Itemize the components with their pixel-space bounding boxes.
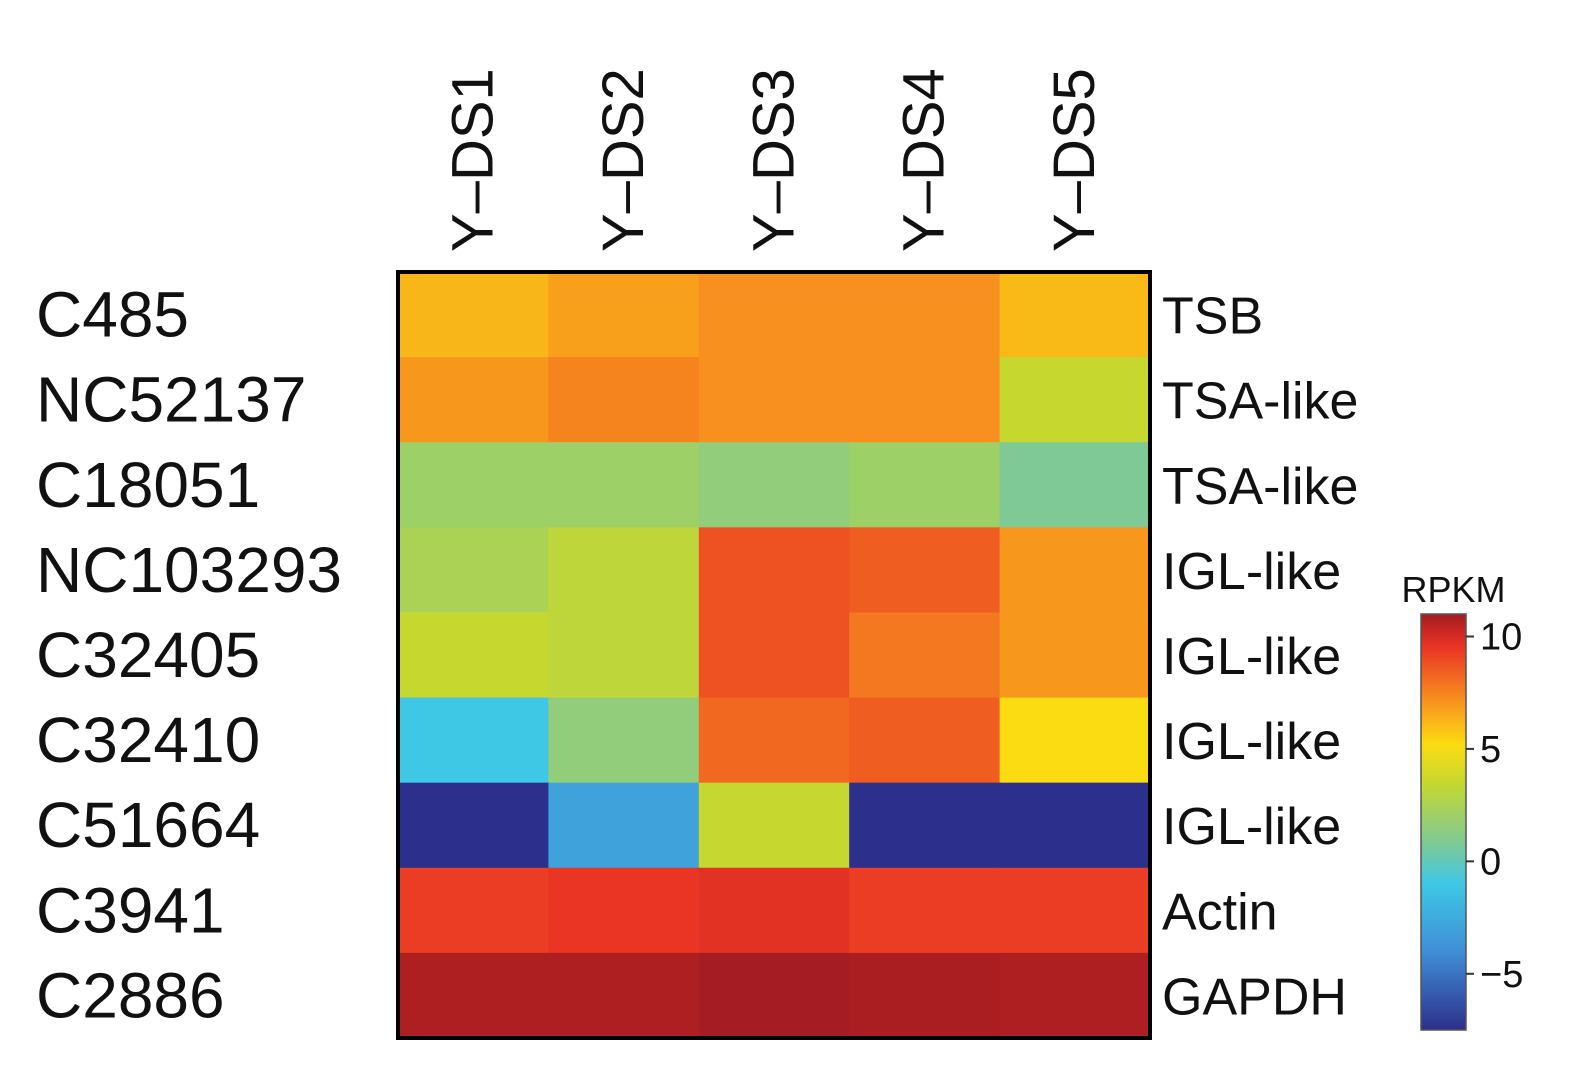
row-label: C32410 [36, 704, 260, 776]
heatmap-cell [849, 782, 1001, 869]
row-annotation: Actin [1162, 883, 1278, 941]
heatmap-cell [849, 527, 1001, 614]
heatmap-cell [849, 357, 1001, 443]
row-label: C32405 [36, 619, 260, 691]
heatmap-cell [398, 782, 549, 869]
heatmap-cell [548, 782, 700, 869]
column-label: Y–DS5 [1042, 68, 1107, 252]
heatmap-cell [999, 612, 1151, 699]
colorbar-border [1420, 613, 1467, 1031]
heatmap-border [396, 270, 1152, 1040]
heatmap-cell [698, 272, 850, 358]
row-annotation: IGL-like [1162, 713, 1341, 771]
heatmap-cell [398, 612, 549, 699]
heatmap-cell [849, 867, 1001, 954]
heatmap-cell [849, 697, 1001, 784]
colorbar-tick-label: 10 [1480, 616, 1522, 658]
heatmap-cell [548, 952, 700, 1039]
heatmap-cell [999, 272, 1151, 358]
heatmap-cell [548, 612, 700, 699]
heatmap-cell [398, 357, 549, 443]
heatmap-cell [398, 867, 549, 954]
heatmap-cell [548, 697, 700, 784]
heatmap-cell [849, 952, 1001, 1039]
heatmap-cell [698, 357, 850, 443]
colorbar-tick-label: 5 [1480, 729, 1501, 771]
colorbar-tick-label: −5 [1480, 954, 1523, 996]
colorbar-tick-label: 0 [1480, 841, 1501, 883]
row-label: C51664 [36, 789, 260, 861]
heatmap-cell [698, 782, 850, 869]
heatmap-cell [398, 272, 549, 358]
heatmap-cell [548, 357, 700, 443]
column-label: Y–DS1 [441, 68, 506, 252]
heatmap-cell [548, 442, 700, 528]
heatmap-cell [698, 527, 850, 614]
heatmap-cell [548, 867, 700, 954]
column-label: Y–DS4 [892, 68, 957, 252]
row-annotation: TSA-like [1162, 373, 1358, 431]
heatmap-cell [398, 697, 549, 784]
row-label: C18051 [36, 449, 260, 521]
heatmap-cell [999, 782, 1151, 869]
heatmap-cell [398, 442, 549, 528]
heatmap-cell [698, 442, 850, 528]
row-label: C3941 [36, 874, 225, 946]
heatmap-cell [849, 442, 1001, 528]
row-label: NC52137 [36, 364, 306, 436]
heatmap-cell [999, 952, 1151, 1039]
heatmap-cell [999, 442, 1151, 528]
row-annotation: IGL-like [1162, 543, 1341, 601]
heatmap-cell [548, 272, 700, 358]
row-annotation: GAPDH [1162, 968, 1347, 1026]
heatmap-cell [999, 357, 1151, 443]
column-label: Y–DS3 [741, 68, 806, 252]
heatmap-cell [849, 612, 1001, 699]
colorbar-title: RPKM [1401, 569, 1505, 610]
colorbar [1421, 614, 1466, 1030]
row-annotation: IGL-like [1162, 798, 1341, 856]
heatmap-cell [698, 612, 850, 699]
row-label: C485 [36, 279, 189, 351]
heatmap-cell [698, 867, 850, 954]
heatmap-cell [398, 527, 549, 614]
row-annotation: TSA-like [1162, 458, 1358, 516]
heatmap-cell [849, 272, 1001, 358]
heatmap-cell [698, 952, 850, 1039]
row-label: C2886 [36, 959, 225, 1031]
column-label: Y–DS2 [591, 68, 656, 252]
row-annotation: TSB [1162, 288, 1263, 346]
heatmap-cell [999, 697, 1151, 784]
heatmap-cell [999, 867, 1151, 954]
heatmap-cell [548, 527, 700, 614]
heatmap-cell [398, 952, 549, 1039]
heatmap-cells [398, 272, 1151, 1039]
heatmap-cell [999, 527, 1151, 614]
row-label: NC103293 [36, 534, 342, 606]
heatmap-cell [698, 697, 850, 784]
row-annotation: IGL-like [1162, 628, 1341, 686]
